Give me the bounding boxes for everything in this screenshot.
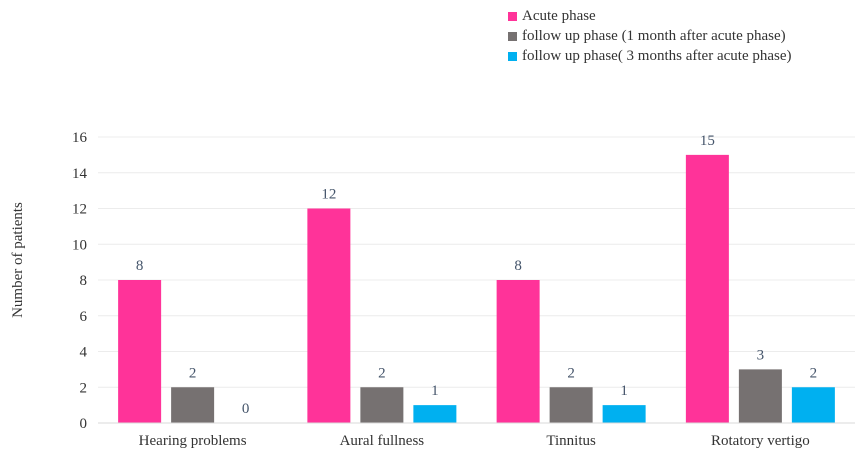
- legend: Acute phase follow up phase (1 month aft…: [508, 6, 792, 66]
- legend-swatch-1-month: [508, 31, 517, 41]
- y-tick-label: 12: [72, 202, 87, 218]
- bars: [118, 154, 835, 423]
- data-label: 1: [431, 383, 439, 399]
- legend-label-1-month: follow up phase (1 month after acute pha…: [522, 27, 786, 44]
- bar-3-4: [791, 387, 835, 423]
- legend-swatch-3-months: [508, 51, 517, 61]
- bar-2-2: [360, 387, 404, 423]
- y-axis-label: Number of patients: [10, 202, 26, 318]
- y-tick-label: 10: [72, 237, 87, 253]
- x-tick-label: Hearing problems: [139, 433, 247, 449]
- data-label: 0: [242, 401, 250, 417]
- data-label: 8: [514, 258, 522, 274]
- legend-item-3-months: follow up phase( 3 months after acute ph…: [508, 46, 792, 66]
- y-tick-label: 4: [80, 345, 88, 361]
- data-label: 8: [136, 258, 144, 274]
- x-tick-label: Tinnitus: [546, 433, 596, 449]
- data-label: 2: [189, 365, 197, 381]
- legend-swatch-acute: [508, 11, 517, 21]
- y-tick-label: 0: [80, 416, 88, 432]
- bar-1-1: [118, 280, 162, 423]
- y-tick-label: 2: [80, 380, 88, 396]
- bar-1-4: [685, 154, 729, 423]
- bar-1-2: [307, 208, 351, 423]
- y-tick-label: 8: [80, 273, 88, 289]
- data-label: 2: [378, 365, 386, 381]
- y-tick-label: 16: [72, 130, 88, 146]
- legend-label-acute: Acute phase: [522, 7, 596, 24]
- data-label: 12: [321, 187, 336, 203]
- data-label: 2: [810, 365, 818, 381]
- data-label: 2: [567, 365, 575, 381]
- legend-item-1-month: follow up phase (1 month after acute pha…: [508, 26, 792, 46]
- x-tick-label: Rotatory vertigo: [711, 433, 810, 449]
- data-labels: 8 2 0 12 2 1 8 2 1 15 3 2: [136, 133, 817, 417]
- legend-item-acute: Acute phase: [508, 6, 792, 26]
- data-label: 1: [620, 383, 628, 399]
- y-tick-label: 14: [72, 166, 88, 182]
- bar-3-2: [413, 405, 457, 423]
- bar-1-3: [496, 280, 540, 423]
- y-tick-label: 6: [80, 309, 88, 325]
- bar-2-3: [549, 387, 593, 423]
- bar-2-4: [738, 369, 782, 423]
- data-label: 15: [700, 133, 715, 149]
- data-label: 3: [757, 347, 765, 363]
- legend-label-3-months: follow up phase( 3 months after acute ph…: [522, 47, 792, 64]
- bar-3-3: [602, 405, 646, 423]
- x-tick-label: Aural fullness: [340, 433, 425, 449]
- bar-2-1: [171, 387, 215, 423]
- y-axis-ticks: 0 2 4 6 8 10 12 14 16: [72, 130, 88, 432]
- x-axis-ticks: Hearing problems Aural fullness Tinnitus Ro…: [139, 433, 810, 449]
- gridlines: [98, 136, 855, 388]
